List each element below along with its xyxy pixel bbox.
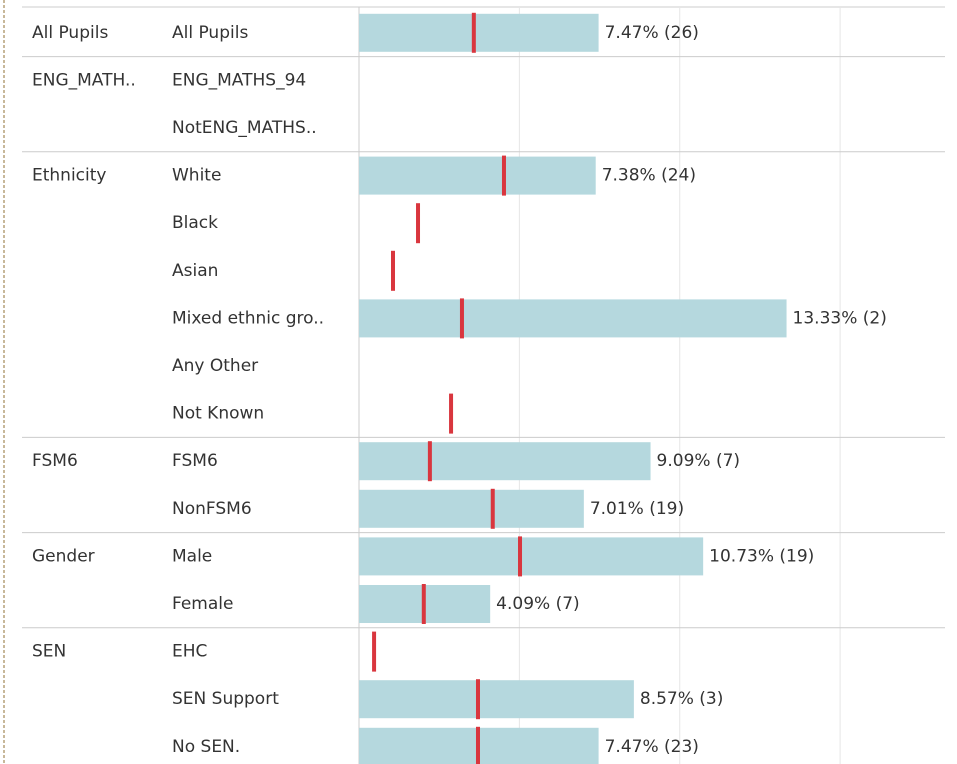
row-label: Mixed ethnic gro.. — [172, 308, 324, 328]
row-label: SEN Support — [172, 689, 279, 709]
value-label: 8.57% (3) — [640, 689, 724, 709]
bar — [359, 680, 634, 719]
row-label: Asian — [172, 261, 218, 281]
row-label: NonFSM6 — [172, 499, 252, 519]
bar — [359, 156, 596, 195]
reference-marker — [459, 298, 464, 339]
value-label: 4.09% (7) — [496, 594, 580, 614]
row-label: All Pupils — [172, 23, 248, 43]
reference-marker — [490, 488, 495, 529]
row-label: FSM6 — [172, 451, 218, 471]
value-label: 7.38% (24) — [602, 166, 696, 186]
value-label: 10.73% (19) — [709, 546, 814, 566]
reference-marker — [427, 441, 432, 482]
reference-marker — [475, 726, 480, 764]
row-label: Male — [172, 546, 212, 566]
reference-marker — [421, 584, 426, 624]
group-label: Gender — [32, 546, 95, 566]
row-label: Not Known — [172, 404, 264, 424]
value-label: 13.33% (2) — [793, 308, 887, 328]
value-label: 7.47% (23) — [605, 737, 699, 757]
row-label: NotENG_MATHS.. — [172, 118, 317, 138]
reference-marker — [475, 679, 480, 720]
row-label: Any Other — [172, 356, 258, 376]
row-label: EHC — [172, 642, 207, 662]
row-label: No SEN. — [172, 737, 240, 757]
reference-marker — [518, 536, 523, 577]
bar — [359, 489, 584, 528]
group-label: All Pupils — [32, 23, 108, 43]
group-label: FSM6 — [32, 451, 78, 471]
value-label: 7.47% (26) — [605, 23, 699, 43]
bar — [359, 299, 787, 338]
bar — [359, 442, 651, 481]
value-label: 7.01% (19) — [590, 499, 684, 519]
value-label: 9.09% (7) — [657, 451, 741, 471]
row-label: ENG_MATHS_94 — [172, 70, 306, 90]
reference-marker — [501, 155, 506, 196]
reference-marker — [416, 203, 421, 244]
bar — [359, 13, 599, 52]
reference-marker — [449, 393, 454, 434]
reference-marker — [372, 631, 377, 672]
group-label: ENG_MATH.. — [32, 70, 136, 90]
reference-marker — [471, 12, 476, 53]
group-label: Ethnicity — [32, 166, 106, 186]
bar — [359, 537, 704, 576]
row-label: Female — [172, 594, 233, 614]
row-label: White — [172, 166, 221, 186]
reference-marker — [390, 250, 395, 291]
group-label: SEN — [32, 642, 66, 662]
row-label: Black — [172, 213, 218, 233]
